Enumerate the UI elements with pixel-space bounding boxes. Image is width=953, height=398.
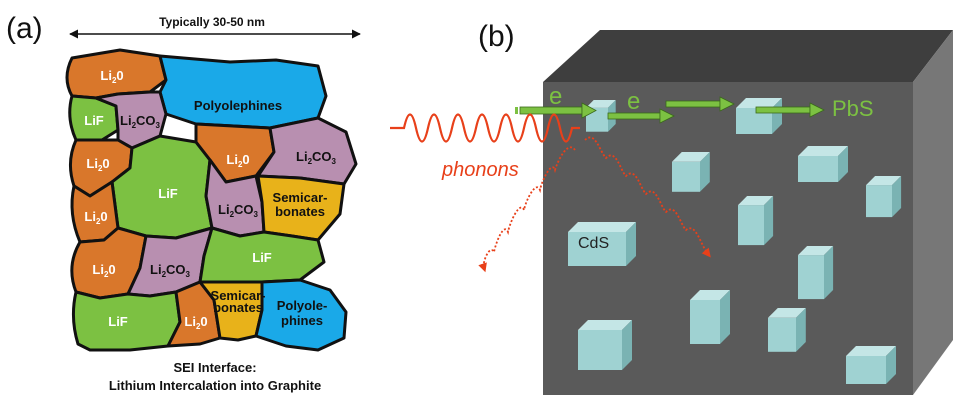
cds-inclusions — [568, 98, 902, 384]
phonon-wave-scatter-right — [584, 136, 711, 258]
panel-a: (a) Typically 30-50 nm Li20 — [6, 12, 361, 393]
electron-label-1: e — [549, 83, 562, 110]
caption-line-2: Lithium Intercalation into Graphite — [109, 378, 321, 393]
label-li2o-2: Li20 — [86, 156, 109, 173]
grain-labels: Li20 Polyolephines LiF Li2CO3 Li20 LiF L… — [84, 68, 336, 331]
inclusion-box-11 — [578, 320, 632, 370]
scale-label: Typically 30-50 nm — [159, 15, 265, 29]
inclusion-box-4 — [798, 146, 848, 182]
electron-arrow-3 — [665, 96, 735, 112]
phonon-label: phonons — [441, 159, 519, 181]
matrix-label: PbS — [832, 96, 874, 121]
grain-li2o-5 — [70, 226, 148, 300]
label-lif-3: LiF — [252, 250, 272, 265]
phonon-wave-incoming — [390, 113, 580, 143]
inclusion-box-2 — [736, 98, 782, 134]
label-li2co3-2: Li2CO3 — [296, 149, 337, 166]
label-semicarbonates-1: Semicar-bonates — [273, 190, 328, 219]
grain-polyolephines-1 — [158, 54, 328, 130]
label-li2co3-3: Li2CO3 — [218, 202, 259, 219]
inclusion-box-1 — [586, 100, 616, 132]
inclusion-box-7 — [568, 222, 636, 266]
label-li2o-5: Li20 — [92, 262, 115, 279]
grain-li2o-2 — [69, 138, 134, 198]
inclusion-box-10 — [768, 308, 806, 352]
grain-li2o-4 — [70, 180, 120, 244]
label-lif-1: LiF — [84, 113, 104, 128]
inclusion-box-5 — [866, 176, 902, 218]
electron-arrow-1 — [515, 102, 597, 119]
label-polyolephines-1: Polyolephines — [194, 98, 282, 113]
label-li2o-6: Li20 — [184, 314, 207, 331]
cube-side-face — [913, 30, 953, 395]
inclusion-box-9 — [690, 290, 730, 344]
panel-b-label: (b) — [478, 20, 515, 53]
label-polyolephines-2: Polyole-phines — [277, 298, 328, 328]
label-lif-2: LiF — [158, 186, 178, 201]
electron-arrow-2 — [607, 108, 675, 124]
inclusion-box-3 — [672, 152, 710, 192]
label-li2co3-1: Li2CO3 — [120, 113, 161, 130]
inclusion-box-12 — [846, 346, 896, 384]
label-lif-4: LiF — [108, 314, 128, 329]
label-li2co3-4: Li2CO3 — [150, 262, 191, 279]
cube-top-face — [543, 30, 953, 82]
electron-arrows — [515, 96, 825, 124]
electron-label-2: e — [627, 88, 640, 115]
grain-lif-3 — [198, 226, 326, 284]
label-li2o-3: Li20 — [226, 152, 249, 169]
inclusion-label: CdS — [578, 235, 609, 252]
label-semicarbonates-2: Semicar-bonates — [211, 288, 266, 315]
grain-lif-4 — [71, 290, 182, 352]
grain-polyolephines-2 — [254, 278, 348, 352]
electron-arrow-4 — [755, 102, 825, 118]
caption-line-1: SEI Interface: — [173, 360, 256, 375]
phonon-wave-scatter-left — [478, 146, 576, 273]
panel-a-label: (a) — [6, 12, 43, 45]
grain-mosaic — [65, 48, 358, 352]
inclusion-box-8 — [798, 246, 834, 300]
inclusion-box-6 — [738, 196, 774, 246]
panel-b: (b) e e — [390, 20, 953, 395]
label-li2o-4: Li20 — [84, 209, 107, 226]
label-li2o-1: Li20 — [100, 68, 123, 85]
